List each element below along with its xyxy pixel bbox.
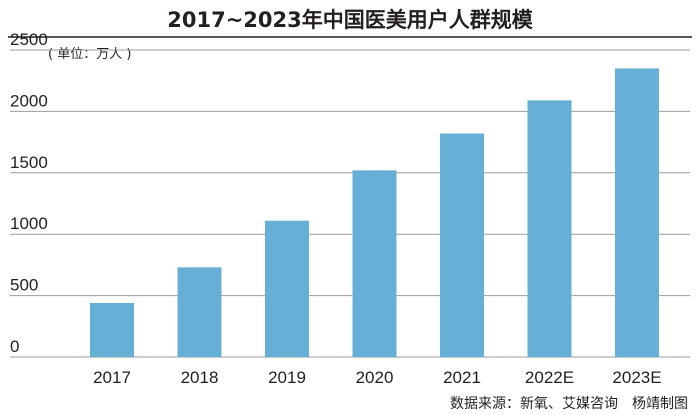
x-tick-label: 2017	[93, 368, 131, 387]
bar	[352, 170, 397, 357]
x-tick-label: 2021	[443, 368, 481, 387]
bar	[177, 267, 222, 357]
bars	[90, 68, 659, 358]
x-tick-label: 2020	[356, 368, 394, 387]
x-tick-label: 2018	[181, 368, 219, 387]
unit-label: ( 单位：万人 )	[48, 47, 131, 62]
y-tick-label: 1500	[10, 153, 48, 172]
x-axis-ticks: 2017 2018 2019 2020 2021 2022E 2023E	[93, 368, 662, 387]
x-tick-label: 2022E	[525, 368, 574, 387]
y-tick-label: 500	[10, 276, 38, 295]
bar	[440, 133, 484, 357]
y-axis-ticks: 0 500 1000 1500 2000 2500	[10, 30, 48, 356]
bar	[90, 302, 134, 357]
y-tick-label: 1000	[10, 214, 48, 233]
y-tick-label: 2000	[10, 91, 48, 110]
x-tick-label: 2023E	[612, 368, 661, 387]
chart-title: 2017~2023年中国医美用户人群规模	[167, 8, 533, 32]
y-tick-label: 2500	[10, 30, 48, 49]
x-tick-label: 2019	[268, 368, 306, 387]
y-tick-label: 0	[10, 337, 19, 356]
bar	[527, 100, 572, 358]
source-note: 数据来源：新氧、艾媒咨询 杨靖制图	[450, 396, 688, 412]
bar	[615, 68, 659, 358]
bar	[265, 220, 309, 357]
